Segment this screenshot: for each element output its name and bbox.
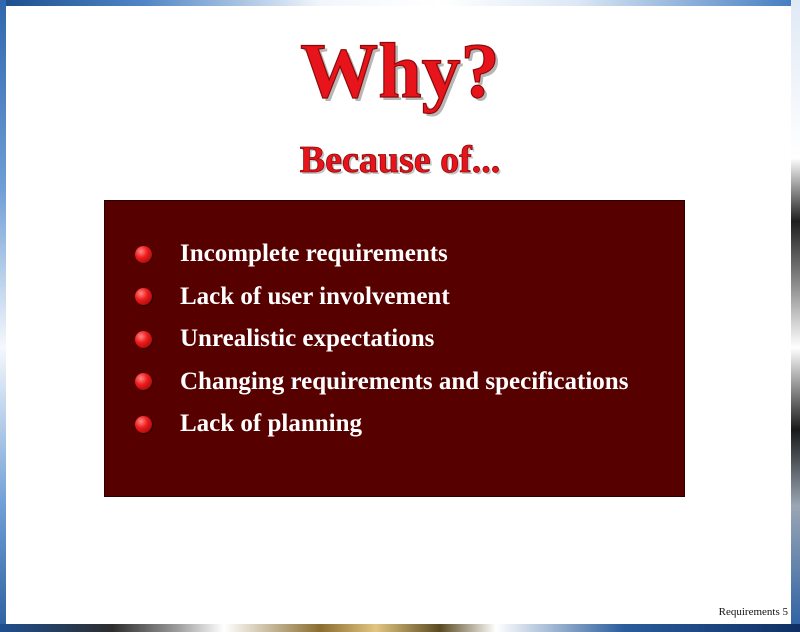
reason-text: Lack of planning xyxy=(180,410,363,438)
slide-footer: Requirements 5 xyxy=(718,606,788,618)
red-ball-bullet-icon xyxy=(135,415,152,433)
left-border-decoration xyxy=(0,0,6,632)
reason-text: Unrealistic expectations xyxy=(180,325,435,353)
list-item: Lack of planning xyxy=(135,403,628,446)
red-ball-bullet-icon xyxy=(135,288,152,306)
list-item: Incomplete requirements xyxy=(135,233,628,276)
red-ball-bullet-icon xyxy=(135,330,152,348)
reason-text: Changing requirements and specifications xyxy=(180,367,629,395)
list-item: Changing requirements and specifications xyxy=(135,361,628,404)
top-border-decoration xyxy=(0,0,800,6)
red-ball-bullet-icon xyxy=(135,245,152,263)
red-ball-bullet-icon xyxy=(135,373,152,391)
slide-subtitle: Because of... xyxy=(299,139,501,182)
list-item: Lack of user involvement xyxy=(135,276,628,319)
right-border-decoration xyxy=(791,0,800,632)
reasons-panel: Incomplete requirements Lack of user inv… xyxy=(104,200,685,497)
reason-text: Lack of user involvement xyxy=(180,282,450,310)
slide-title: Why? xyxy=(300,26,501,114)
list-item: Unrealistic expectations xyxy=(135,318,628,361)
reason-text: Incomplete requirements xyxy=(180,240,448,268)
reasons-list: Incomplete requirements Lack of user inv… xyxy=(135,233,628,446)
bottom-border-decoration xyxy=(0,624,800,632)
